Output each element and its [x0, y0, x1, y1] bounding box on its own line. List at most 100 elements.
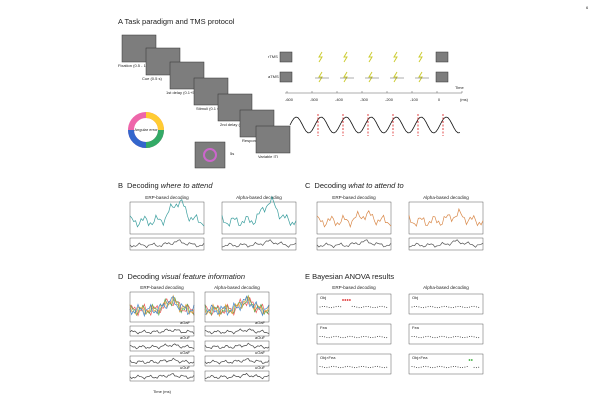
bayes-factor-dot — [439, 365, 441, 367]
bayes-factor-dot — [478, 337, 480, 339]
bayes-factor-dot — [367, 367, 369, 369]
bayes-factor-dot — [441, 335, 443, 337]
bayes-factor-dot — [386, 306, 388, 308]
bayes-factor-dot — [319, 306, 321, 308]
bayes-factor-dot — [416, 336, 418, 338]
bayes-factor-dot — [423, 307, 424, 309]
bayes-factor-dot — [471, 306, 473, 308]
bayes-factor-dot — [379, 306, 381, 308]
time-tick-label: 0 — [438, 97, 441, 102]
bayes-factor-dot — [333, 365, 335, 367]
row-label: Fea — [320, 325, 328, 330]
x-label: Time (ms) — [153, 389, 172, 394]
bayes-factor-dot — [342, 299, 344, 301]
panel-title-em: visual feature information — [161, 272, 245, 281]
time-tick-label: -400 — [335, 97, 344, 102]
bayes-factor-dot — [436, 336, 438, 338]
decoding-curve — [129, 343, 195, 350]
bayes-factor-dot — [443, 305, 445, 307]
plot-title: ERP-based decoding — [140, 285, 184, 290]
bayes-factor-dot — [457, 305, 459, 307]
bayes-factor-dot — [383, 367, 385, 369]
bayes-factor-dot — [413, 335, 415, 337]
bayes-factor-dot — [372, 366, 374, 368]
bayes-factor-dot — [459, 367, 461, 369]
plot-frame — [221, 201, 297, 235]
bayes-factor-dot — [321, 335, 323, 337]
bayes-factor-dot — [386, 366, 388, 368]
bayes-factor-dot — [425, 365, 427, 367]
bayes-factor-dot — [354, 336, 355, 338]
row-label: uOaF — [255, 350, 266, 355]
bayes-factor-dot — [434, 337, 436, 339]
bayes-factor-dot — [462, 337, 464, 339]
bayes-factor-dot — [470, 359, 473, 361]
decoding-curve — [204, 328, 270, 335]
bayes-factor-dot — [347, 336, 349, 338]
bayes-factor-dot — [466, 336, 468, 338]
plot-frame — [129, 325, 195, 337]
bayes-factor-dot — [377, 306, 378, 308]
bayes-factor-dot — [452, 306, 454, 308]
bayes-factor-dot — [377, 336, 378, 338]
bayes-factor-dot — [354, 367, 355, 369]
bayes-factor-dot — [425, 336, 427, 338]
bayes-factor-dot — [351, 305, 353, 307]
panel-title: D Decoding visual feature information — [118, 272, 245, 281]
panel-a-title: A Task paradigm and TMS protocol — [118, 17, 235, 26]
plot-frame — [316, 293, 392, 315]
bayes-factor-dot — [441, 366, 443, 368]
bayes-factor-dot — [342, 366, 344, 368]
result-panels: B Decoding where to attend ERP-based decod… — [118, 181, 484, 394]
row-label: Obj — [412, 295, 418, 300]
plot-title: Alpha-based decoding — [214, 285, 260, 290]
bayes-factor-dot — [452, 365, 454, 367]
bayes-factor-dot — [416, 305, 418, 307]
plot-frame — [129, 340, 195, 352]
row-label: aOuF — [180, 335, 191, 340]
bayes-factor-dot — [471, 335, 473, 337]
bayes-factor-dot — [374, 307, 376, 309]
bayes-factor-dot — [413, 305, 415, 307]
tms-pulse — [343, 71, 348, 83]
panel-title: C Decoding what to attend to — [305, 181, 404, 190]
bayes-factor-dot — [326, 336, 328, 338]
bayes-factor-dot — [370, 337, 372, 339]
panel-title: E Bayesian ANOVA results — [305, 272, 394, 281]
bayes-factor-dot — [411, 306, 413, 308]
mini-screen — [435, 71, 449, 83]
screen-label: Response — [242, 138, 261, 143]
bayes-factor-dot — [420, 366, 422, 368]
time-label: Time — [455, 85, 465, 90]
plot-frame — [316, 353, 392, 375]
bayes-factor-dot — [464, 307, 466, 309]
panel-letter: C — [305, 181, 311, 190]
row-label: aTMS — [268, 74, 279, 79]
plot-frame — [408, 353, 484, 375]
response-wheel — [203, 148, 217, 162]
bayes-factor-dot — [349, 299, 351, 301]
plot-title: Alpha-based decoding — [423, 195, 469, 200]
bayes-factor-dot — [469, 336, 470, 338]
tms-pulse — [343, 51, 348, 63]
bayes-factor-dot — [360, 336, 362, 338]
decoding-curve — [316, 239, 392, 249]
bayes-factor-dot — [457, 366, 459, 368]
bayes-factor-dot — [356, 337, 358, 339]
panel-title-em: what to attend to — [348, 181, 403, 190]
decoding-curve — [204, 295, 270, 317]
bayes-factor-dot — [475, 306, 477, 308]
panel-title: B Decoding where to attend — [118, 181, 213, 190]
decoding-curve — [316, 210, 392, 228]
bayes-factor-dot — [475, 336, 477, 338]
screen-label: 1st delay (0.1+5θAF s) — [166, 90, 207, 95]
decoding-curve — [221, 195, 297, 227]
bayes-factor-dot — [448, 306, 450, 308]
decoding-curve — [129, 373, 195, 380]
bayes-factor-dot — [370, 367, 372, 369]
row-label: Obj×Fea — [412, 355, 428, 360]
bayes-factor-dot — [335, 366, 337, 368]
bayes-factor-dot — [365, 305, 367, 307]
plot-frame — [316, 201, 392, 235]
